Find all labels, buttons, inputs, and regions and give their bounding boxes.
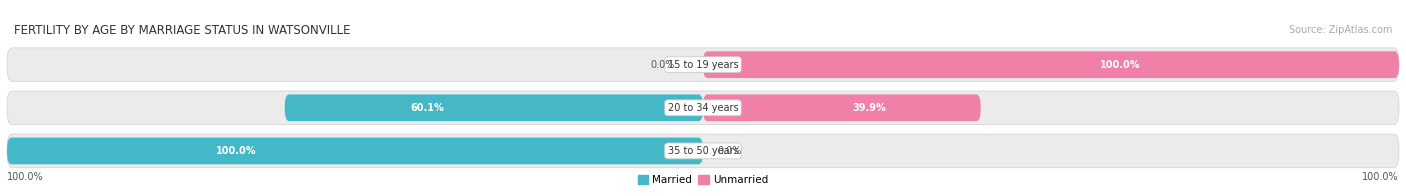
- Text: 100.0%: 100.0%: [1362, 172, 1399, 182]
- Text: 100.0%: 100.0%: [7, 172, 44, 182]
- Text: 20 to 34 years: 20 to 34 years: [668, 103, 738, 113]
- Text: FERTILITY BY AGE BY MARRIAGE STATUS IN WATSONVILLE: FERTILITY BY AGE BY MARRIAGE STATUS IN W…: [14, 24, 350, 37]
- FancyBboxPatch shape: [7, 134, 1399, 168]
- Text: Source: ZipAtlas.com: Source: ZipAtlas.com: [1288, 25, 1392, 35]
- Text: 100.0%: 100.0%: [1101, 60, 1140, 70]
- Text: 60.1%: 60.1%: [411, 103, 444, 113]
- FancyBboxPatch shape: [285, 94, 703, 121]
- Legend: Married, Unmarried: Married, Unmarried: [634, 171, 772, 189]
- Text: 35 to 50 years: 35 to 50 years: [668, 146, 738, 156]
- FancyBboxPatch shape: [7, 138, 703, 164]
- Text: 39.9%: 39.9%: [853, 103, 887, 113]
- Text: 0.0%: 0.0%: [717, 146, 741, 156]
- FancyBboxPatch shape: [703, 51, 1399, 78]
- FancyBboxPatch shape: [7, 48, 1399, 82]
- FancyBboxPatch shape: [703, 94, 981, 121]
- Text: 0.0%: 0.0%: [651, 60, 675, 70]
- Text: 100.0%: 100.0%: [217, 146, 256, 156]
- Text: 15 to 19 years: 15 to 19 years: [668, 60, 738, 70]
- FancyBboxPatch shape: [7, 91, 1399, 125]
